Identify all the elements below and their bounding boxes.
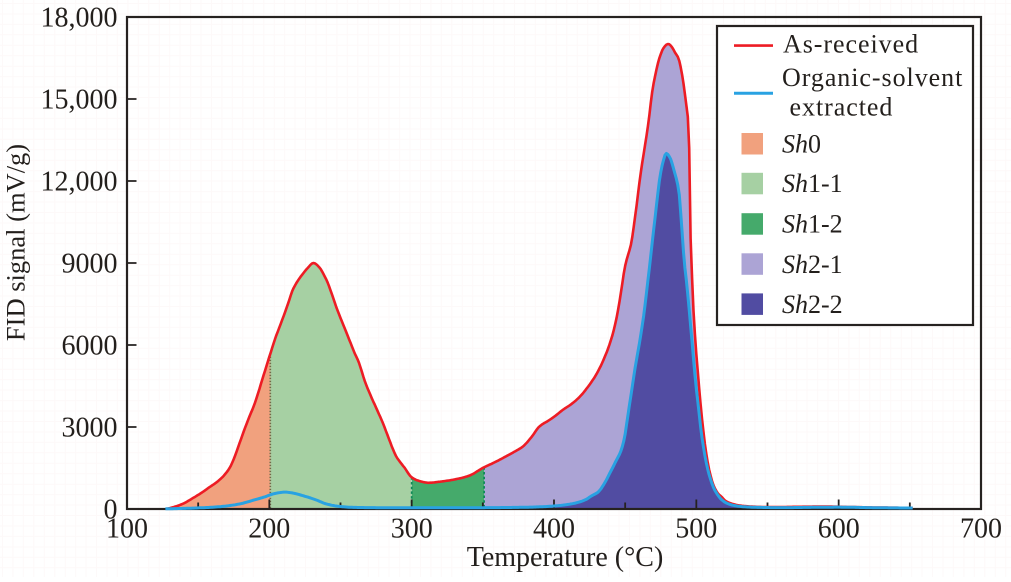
svg-text:500: 500 bbox=[675, 514, 717, 545]
svg-text:Sh1-2: Sh1-2 bbox=[782, 210, 843, 239]
svg-text:Sh2-1: Sh2-1 bbox=[782, 250, 843, 279]
svg-text:0: 0 bbox=[104, 495, 118, 526]
svg-text:Sh0: Sh0 bbox=[782, 129, 821, 158]
svg-text:200: 200 bbox=[248, 514, 290, 545]
svg-text:9000: 9000 bbox=[62, 249, 118, 280]
svg-text:Organic-solvent: Organic-solvent bbox=[782, 63, 963, 92]
svg-text:6000: 6000 bbox=[62, 331, 118, 362]
svg-text:600: 600 bbox=[818, 514, 860, 545]
svg-text:extracted: extracted bbox=[790, 93, 894, 122]
svg-text:100: 100 bbox=[106, 514, 148, 545]
svg-text:15,000: 15,000 bbox=[41, 85, 118, 116]
svg-text:18,000: 18,000 bbox=[41, 3, 118, 34]
svg-text:300: 300 bbox=[391, 514, 433, 545]
svg-text:400: 400 bbox=[533, 514, 575, 545]
svg-text:FID signal (mV/g): FID signal (mV/g) bbox=[1, 144, 31, 341]
svg-text:700: 700 bbox=[960, 514, 1002, 545]
svg-text:Temperature (°C): Temperature (°C) bbox=[467, 542, 664, 573]
svg-text:3000: 3000 bbox=[62, 413, 118, 444]
svg-text:Sh1-1: Sh1-1 bbox=[782, 169, 843, 198]
svg-text:As-received: As-received bbox=[783, 30, 919, 59]
svg-text:Sh2-2: Sh2-2 bbox=[782, 290, 843, 319]
svg-text:12,000: 12,000 bbox=[41, 167, 118, 198]
